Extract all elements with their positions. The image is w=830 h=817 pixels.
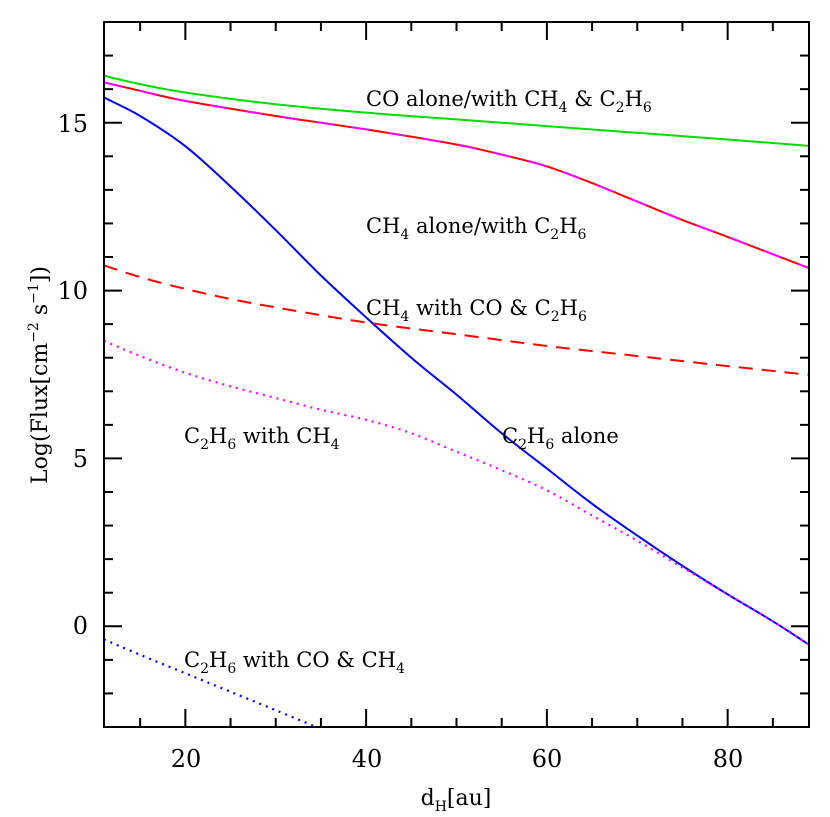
y-axis-label: Log(Flux[cm−2 s−1]) [26, 266, 53, 484]
series-line-3 [104, 264, 809, 376]
y-tick-label-15: 15 [57, 110, 88, 138]
label-ch4-with-co: CH4 with CO & C2H6 [366, 296, 587, 325]
label-c2h6-with-ch4: C2H6 with CH4 [184, 424, 340, 453]
label-c2h6-alone: C2H6 alone [502, 424, 619, 453]
series-line-5 [104, 638, 317, 727]
series-line-2 [104, 96, 809, 646]
series-line-4 [104, 339, 809, 646]
y-tick-label-10: 10 [57, 277, 88, 305]
series-line-0 [104, 74, 809, 147]
label-ch4-alone: CH4 alone/with C2H6 [366, 214, 587, 243]
x-tick-label-80: 80 [713, 745, 744, 773]
label-c2h6-with-co-ch4: C2H6 with CO & CH4 [184, 648, 405, 677]
label-co: CO alone/with CH4 & C2H6 [366, 87, 652, 116]
plot-area [104, 74, 809, 727]
series-line-1 [104, 81, 809, 270]
plot-frame [103, 21, 810, 728]
y-tick-label-0: 0 [73, 612, 88, 640]
x-tick-label-60: 60 [532, 745, 563, 773]
x-tick-label-40: 40 [352, 745, 383, 773]
x-axis-label: dH[au] [421, 786, 492, 815]
x-tick-label-20: 20 [171, 745, 202, 773]
axis-ticks [104, 22, 809, 727]
y-tick-label-5: 5 [73, 445, 88, 473]
